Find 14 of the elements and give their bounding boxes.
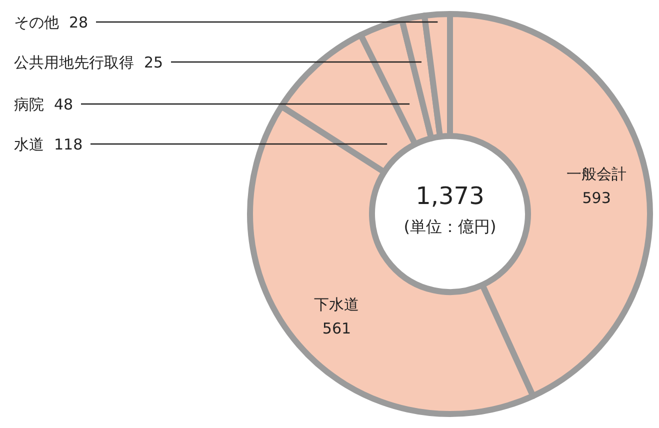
data-label: 25 bbox=[144, 53, 164, 72]
slice-label: 水道 bbox=[14, 135, 44, 154]
slice-label: 下水道 bbox=[314, 295, 360, 314]
text: 1,373 bbox=[416, 182, 484, 210]
slice-label: 公共用地先行取得 bbox=[14, 53, 134, 72]
data-label: 118 bbox=[54, 135, 83, 154]
slice-label: 一般会計 bbox=[566, 165, 627, 184]
data-label: 593 bbox=[582, 189, 611, 208]
text: (単位：億円) bbox=[404, 217, 496, 236]
data-label: 28 bbox=[69, 13, 88, 32]
slice-label: 病院 bbox=[14, 95, 44, 114]
data-label: 48 bbox=[54, 95, 74, 114]
data-label: 561 bbox=[322, 319, 352, 338]
slice-label: その他 bbox=[14, 13, 59, 32]
